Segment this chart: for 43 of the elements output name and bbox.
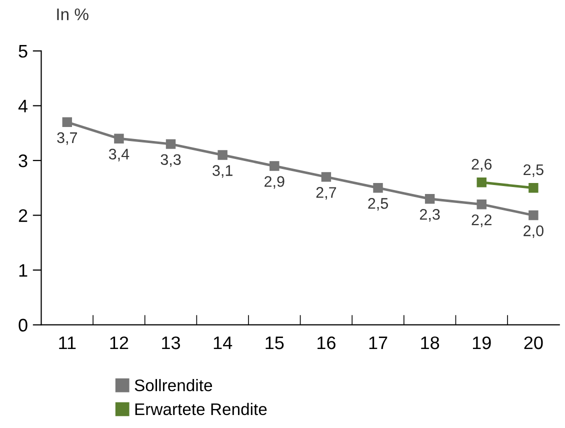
point <box>528 210 538 220</box>
x-tick-label: 19 <box>472 336 491 350</box>
point <box>321 172 332 182</box>
data-label: 3,3 <box>160 154 181 167</box>
point <box>424 194 435 204</box>
legend-label: Sollrendite <box>134 379 212 392</box>
data-label: 2,2 <box>472 214 492 228</box>
data-label: 2,7 <box>316 187 336 200</box>
data-label: 2,5 <box>524 164 544 177</box>
y-axis-title: In % <box>57 8 88 20</box>
point <box>218 150 228 160</box>
data-label: 2,0 <box>524 225 544 238</box>
point <box>373 183 383 193</box>
point <box>528 183 538 193</box>
point <box>62 117 72 128</box>
legend-label: Erwartete Rendite <box>135 402 267 416</box>
data-label: 3,7 <box>57 132 78 145</box>
y-tick-label: 4 <box>18 100 28 112</box>
y-tick-label: 1 <box>19 264 28 277</box>
point <box>270 161 280 171</box>
point <box>114 134 124 144</box>
y-tick-label: 2 <box>18 209 28 222</box>
x-tick-label: 14 <box>214 336 232 350</box>
data-label: 3,4 <box>108 148 130 162</box>
x-tick-label: 15 <box>266 336 284 350</box>
data-label: 2,5 <box>368 198 388 211</box>
data-label: 3,1 <box>212 165 232 178</box>
y-tick-label: 5 <box>18 45 28 58</box>
point <box>476 178 486 188</box>
x-tick-label: 18 <box>421 336 440 350</box>
x-tick-label: 17 <box>369 336 388 350</box>
data-label: 2,9 <box>264 176 284 189</box>
x-tick-label: 12 <box>110 336 128 350</box>
point <box>166 139 176 149</box>
y-tick-label: 0 <box>18 318 28 332</box>
x-tick-label: 16 <box>318 336 336 350</box>
data-label: 2,3 <box>420 208 440 222</box>
data-label: 2,6 <box>472 158 492 172</box>
x-tick-label: 13 <box>162 336 180 350</box>
x-tick-label: 11 <box>59 336 76 350</box>
y-tick-label: 3 <box>18 154 28 168</box>
x-tick-label: 20 <box>524 336 543 350</box>
point <box>476 199 486 210</box>
